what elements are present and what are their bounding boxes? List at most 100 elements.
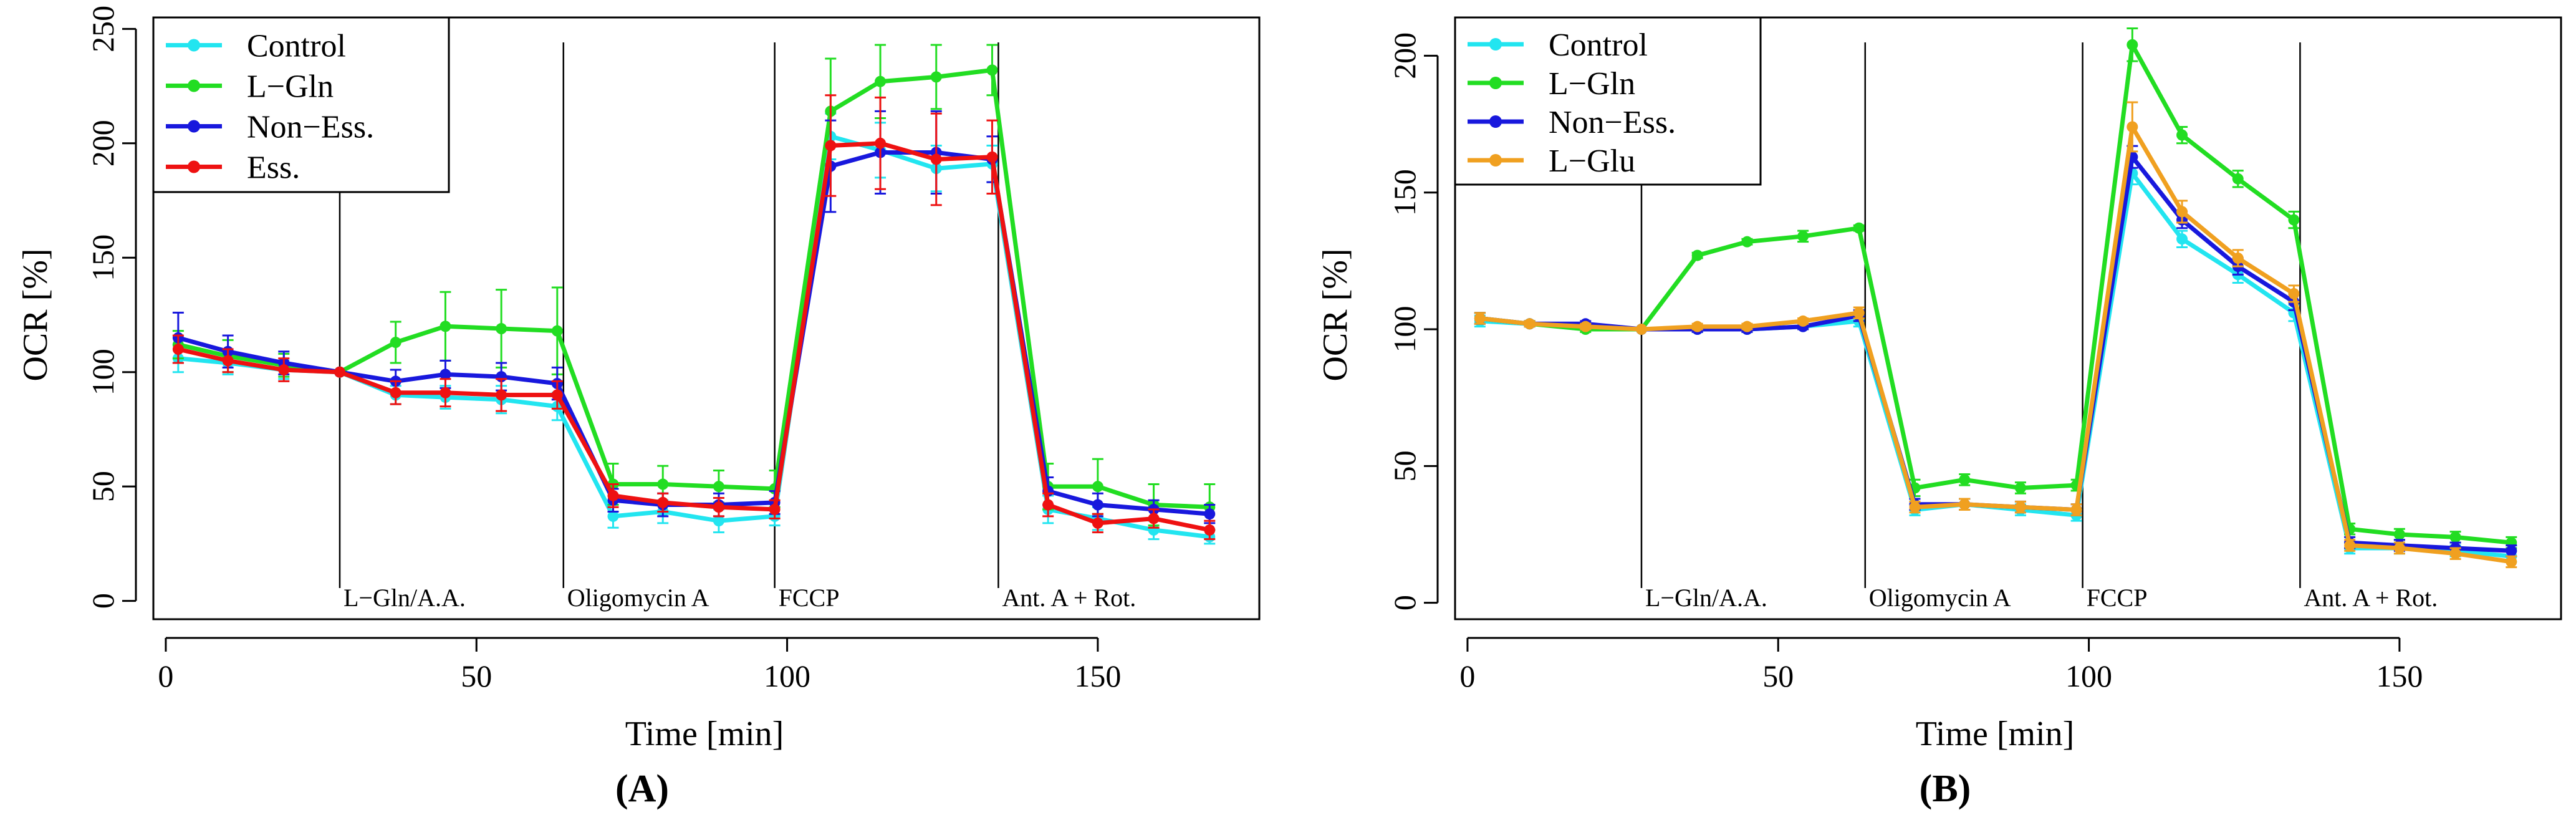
panel-a-y-tick-label: 200 <box>85 120 120 166</box>
panel-b-data-point <box>2506 545 2517 557</box>
panel-b-series-line <box>1479 171 2512 559</box>
panel-a-data-point <box>551 389 563 401</box>
panel-b-series-line <box>1479 125 2512 564</box>
panel-b-injection-label: Ant. A + Rot. <box>2304 584 2438 612</box>
panel-a-injection-label: L−Gln/A.A. <box>344 584 466 612</box>
panel-b-data-point <box>2232 253 2244 264</box>
panel-b-data-point <box>1580 321 1592 332</box>
panel-a-data-point <box>657 496 669 508</box>
panel-b-y-tick-label: 0 <box>1387 595 1422 610</box>
panel-b-x-tick-label: 150 <box>2376 659 2423 693</box>
panel-b-series-line <box>1479 155 2512 553</box>
panel-b-y-tick-label: 50 <box>1387 450 1422 481</box>
panel-b-data-point <box>1853 222 1865 234</box>
panel-b-data-point <box>2344 539 2356 551</box>
panel-b-data-point <box>1853 307 1865 319</box>
panel-b-injection-label: Oligomycin A <box>1869 584 2011 612</box>
panel-a-data-point <box>986 151 998 163</box>
panel-b-data-point <box>2232 173 2244 185</box>
panel-b-data-point <box>1691 249 1703 261</box>
panel-a-injection-label: FCCP <box>779 584 840 612</box>
panel-b-label: (B) <box>1920 768 1971 810</box>
panel-b-legend-swatch-point <box>1489 115 1502 128</box>
panel-a-x-axis-label: Time [min] <box>625 715 784 753</box>
panel-a-data-point <box>440 321 451 332</box>
panel-a-label: (A) <box>615 768 669 810</box>
panel-b-x-tick-label: 0 <box>1459 659 1475 693</box>
panel-a-legend-label: L−Gln <box>247 69 334 105</box>
panel-b-y-tick-label: 100 <box>1387 306 1422 353</box>
panel-b-data-point <box>2449 548 2461 559</box>
panel-a-data-point <box>1092 499 1103 511</box>
panel-a-data-point <box>713 501 724 513</box>
panel-b-data-point <box>1635 324 1647 335</box>
panel-b-series-line <box>1479 42 2512 545</box>
panel-a-x-tick-label: 50 <box>461 659 492 693</box>
panel-b-legend-label: Control <box>1549 27 1648 63</box>
panel-b-data-point <box>2014 482 2026 494</box>
panel-b-injection-label: L−Gln/A.A. <box>1645 584 1767 612</box>
panel-a-legend-swatch-point <box>188 39 200 52</box>
panel-b-injection-label: FCCP <box>2087 584 2148 612</box>
panel-b: (B) Time [min] OCR [%] 0 50 100 150 200 0 50 10… <box>1316 16 2562 810</box>
panel-a-data-point <box>551 325 563 337</box>
panel-b-data-point <box>1474 312 1486 324</box>
panel-b-data-point <box>2176 129 2188 141</box>
panel-a-data-point <box>1042 499 1054 511</box>
panel-a-data-point <box>769 503 781 515</box>
panel-a-y-tick-label: 150 <box>85 234 120 281</box>
panel-b-data-point <box>1741 321 1753 332</box>
panel-a-data-point <box>607 510 619 522</box>
panel-a-injection-label: Oligomycin A <box>567 584 709 612</box>
panel-a-y-axis-label: OCR [%] <box>16 248 55 381</box>
panel-a-legend-label: Ess. <box>247 150 300 186</box>
panel-a-data-point <box>713 481 724 493</box>
panel-b-y-tick-label: 150 <box>1387 169 1422 216</box>
panel-b-data-point <box>2288 288 2300 300</box>
panel-a-data-point <box>222 355 234 367</box>
panel-a-legend-swatch-point <box>188 79 200 92</box>
panel-b-data-point <box>1959 474 1971 486</box>
panel-a-injection-label: Ant. A + Rot. <box>1002 584 1136 612</box>
panel-a-x-tick-label: 100 <box>764 659 810 693</box>
panel-b-legend-label: L−Glu <box>1549 143 1635 179</box>
panel-b-data-point <box>2176 206 2188 218</box>
panel-a-y-tick-label: 0 <box>85 593 120 609</box>
panel-a-x-tick-label: 150 <box>1074 659 1121 693</box>
panel-a-legend-label: Non−Ess. <box>247 110 374 145</box>
panel-a-data-point <box>713 515 724 527</box>
panel-a-legend-swatch-point <box>188 160 200 173</box>
panel-b-x-tick-label: 100 <box>2065 659 2112 693</box>
panel-a-data-point <box>496 389 507 401</box>
panel-b-data-point <box>2449 531 2461 543</box>
panel-b-data-point <box>1524 318 1536 330</box>
panel-b-data-point <box>1691 321 1703 332</box>
panel-a-data-point <box>1204 524 1216 536</box>
panel-b-y-tick-label: 200 <box>1387 32 1422 79</box>
panel-a-data-point <box>875 137 887 149</box>
panel-b-data-point <box>2176 233 2188 245</box>
panel-b-y-axis-label: OCR [%] <box>1316 248 1355 381</box>
panel-a-data-point <box>496 323 507 335</box>
panel-b-legend-label: Non−Ess. <box>1549 105 1676 140</box>
panel-b-data-point <box>1797 315 1809 327</box>
panel-a-data-point <box>390 387 401 398</box>
panel-b-data-point <box>2070 504 2082 516</box>
panel-b-data-point <box>1741 236 1753 248</box>
panel-a-data-point <box>825 140 837 152</box>
panel-a-y-tick-label: 100 <box>85 349 120 395</box>
panel-a-data-point <box>607 490 619 501</box>
panel-b-legend-swatch-point <box>1489 38 1502 51</box>
panel-b-data-point <box>2127 39 2138 51</box>
panel-a-data-point <box>930 71 942 83</box>
panel-a-data-point <box>334 366 345 378</box>
panel-b-legend-label: L−Gln <box>1549 66 1635 102</box>
panel-b-data-point <box>1797 230 1809 242</box>
panel-a-legend-swatch-point <box>188 120 200 133</box>
panel-b-x-tick-label: 50 <box>1762 659 1794 693</box>
panel-b-data-point <box>2014 501 2026 513</box>
panel-a-data-point <box>390 337 401 349</box>
panel-a-legend-label: Control <box>247 29 346 64</box>
panel-b-x-axis-label: Time [min] <box>1916 715 2075 753</box>
